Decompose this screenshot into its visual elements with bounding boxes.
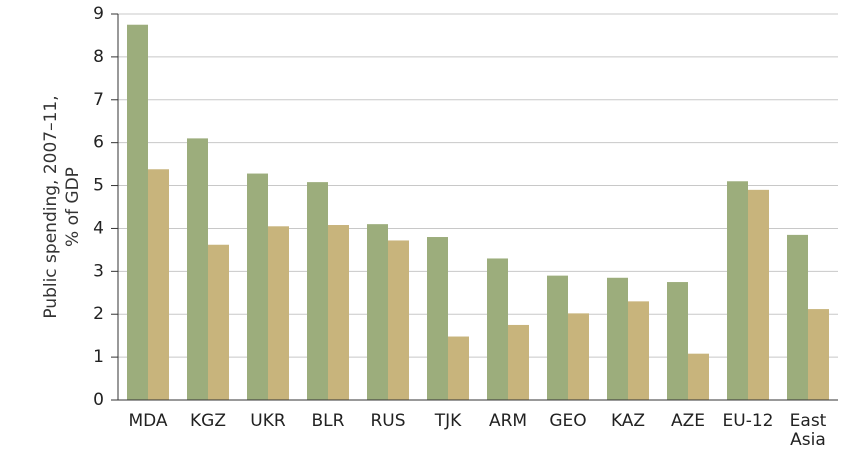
x-tick-label: KAZ <box>610 411 646 431</box>
y-tick-label: 9 <box>93 4 104 24</box>
bar <box>808 309 829 400</box>
y-tick-label: 1 <box>93 347 104 367</box>
bar <box>148 169 169 400</box>
x-tick-label: East Asia <box>789 411 827 450</box>
x-tick-label: RUS <box>370 411 406 431</box>
bar <box>727 181 748 400</box>
y-tick-label: 0 <box>93 390 104 410</box>
bar <box>127 24 148 400</box>
bar <box>328 225 349 400</box>
bar <box>508 324 529 400</box>
y-tick-label: 4 <box>93 218 104 238</box>
bar <box>748 189 769 400</box>
bar <box>487 258 508 400</box>
x-tick-label: BLR <box>311 411 345 431</box>
y-axis-label: Public spending, 2007–11, % of GDP <box>41 95 83 319</box>
bar <box>208 244 229 400</box>
bar <box>448 336 469 400</box>
y-tick-label: 6 <box>93 133 104 153</box>
bar <box>187 138 208 400</box>
y-tick-label: 8 <box>93 47 104 67</box>
bar <box>307 182 328 400</box>
x-tick-label: UKR <box>250 411 286 431</box>
x-tick-label: TJK <box>434 411 462 431</box>
bar <box>688 353 709 400</box>
bar <box>427 237 448 400</box>
bar <box>568 313 589 400</box>
x-tick-label: MDA <box>128 411 168 431</box>
x-tick-label: EU-12 <box>722 411 774 431</box>
y-tick-label: 3 <box>93 261 104 281</box>
x-tick-label: AZE <box>670 411 706 431</box>
bar <box>367 224 388 400</box>
bar <box>628 301 649 400</box>
bar <box>667 282 688 400</box>
bar <box>547 275 568 400</box>
bar <box>247 173 268 400</box>
bar <box>388 240 409 400</box>
bar <box>268 226 289 400</box>
y-tick-label: 7 <box>93 90 104 110</box>
y-tick-label: 5 <box>93 176 104 196</box>
x-tick-label: GEO <box>549 411 587 431</box>
y-tick-label: 2 <box>93 304 104 324</box>
x-tick-label: KGZ <box>190 411 226 431</box>
x-tick-label: ARM <box>488 411 528 431</box>
bar <box>607 277 628 400</box>
bar <box>787 234 808 400</box>
